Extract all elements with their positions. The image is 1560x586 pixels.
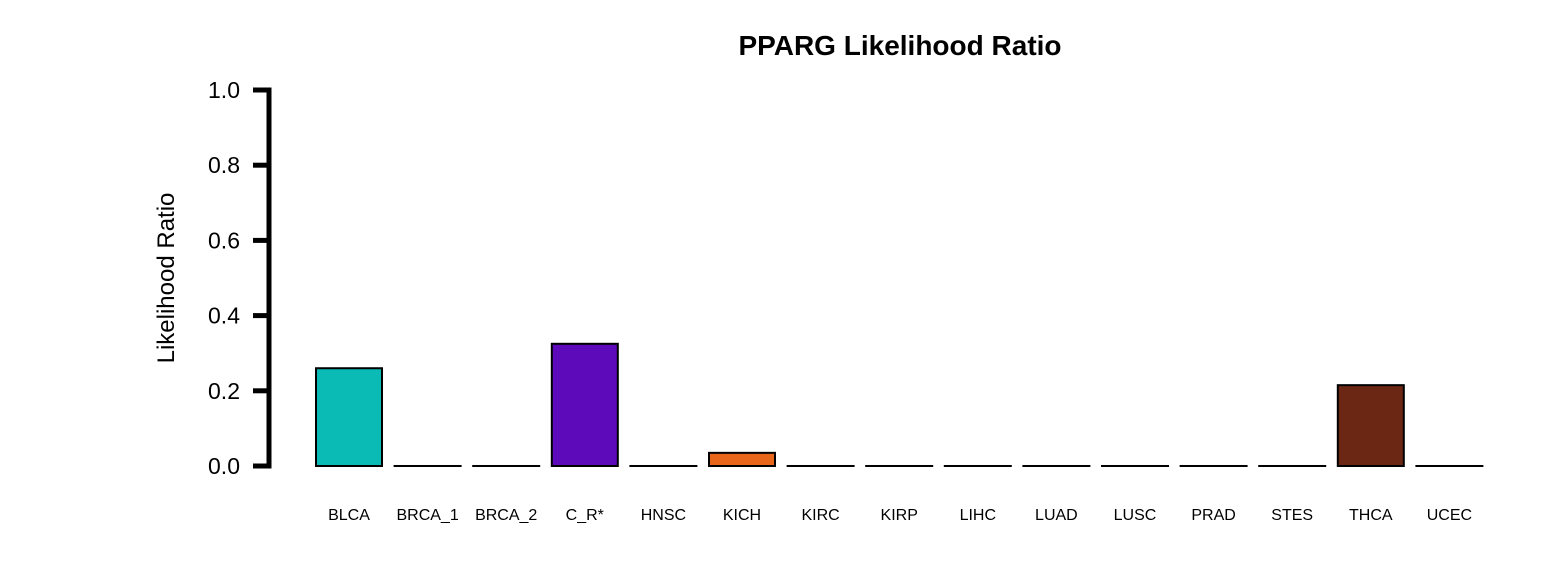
y-tick-label: 0.6 bbox=[208, 227, 240, 253]
x-tick-label: KIRC bbox=[801, 507, 839, 524]
y-axis-label: Likelihood Ratio bbox=[153, 193, 180, 364]
x-tick-label: PRAD bbox=[1191, 507, 1235, 524]
x-tick-label: LUSC bbox=[1114, 507, 1157, 524]
bar-thca bbox=[1336, 384, 1405, 467]
x-tick-label: THCA bbox=[1349, 507, 1393, 524]
x-tick-label: STES bbox=[1271, 507, 1313, 524]
x-tick-label: KICH bbox=[723, 507, 761, 524]
y-tick-label: 0.4 bbox=[208, 303, 240, 329]
y-axis: 0.0 0.2 0.4 0.6 0.8 1.0 bbox=[208, 77, 272, 479]
bar-blca bbox=[315, 367, 383, 467]
x-tick-label: HNSC bbox=[641, 507, 686, 524]
x-axis-labels: BLCA BRCA_1 BRCA_2 C_R* HNSC KICH KIRC KIRP LIHC… bbox=[328, 507, 1472, 524]
x-tick-label: LUAD bbox=[1035, 507, 1078, 524]
bar-c-r bbox=[550, 342, 619, 467]
x-tick-label: KIRP bbox=[881, 507, 918, 524]
y-tick-label: 0.0 bbox=[208, 453, 240, 479]
x-tick-label: BRCA_2 bbox=[475, 507, 537, 524]
x-tick-label: UCEC bbox=[1427, 507, 1472, 524]
y-tick-label: 0.8 bbox=[208, 152, 240, 178]
bars bbox=[315, 342, 1484, 467]
y-tick-label: 0.2 bbox=[208, 378, 240, 404]
y-tick-label: 1.0 bbox=[208, 77, 240, 103]
x-tick-label: LIHC bbox=[960, 507, 996, 524]
x-tick-label: BLCA bbox=[328, 507, 370, 524]
x-tick-label: C_R* bbox=[566, 507, 604, 524]
bar-kich bbox=[708, 451, 776, 467]
x-tick-label: BRCA_1 bbox=[396, 507, 458, 524]
chart-title: PPARG Likelihood Ratio bbox=[738, 30, 1061, 61]
